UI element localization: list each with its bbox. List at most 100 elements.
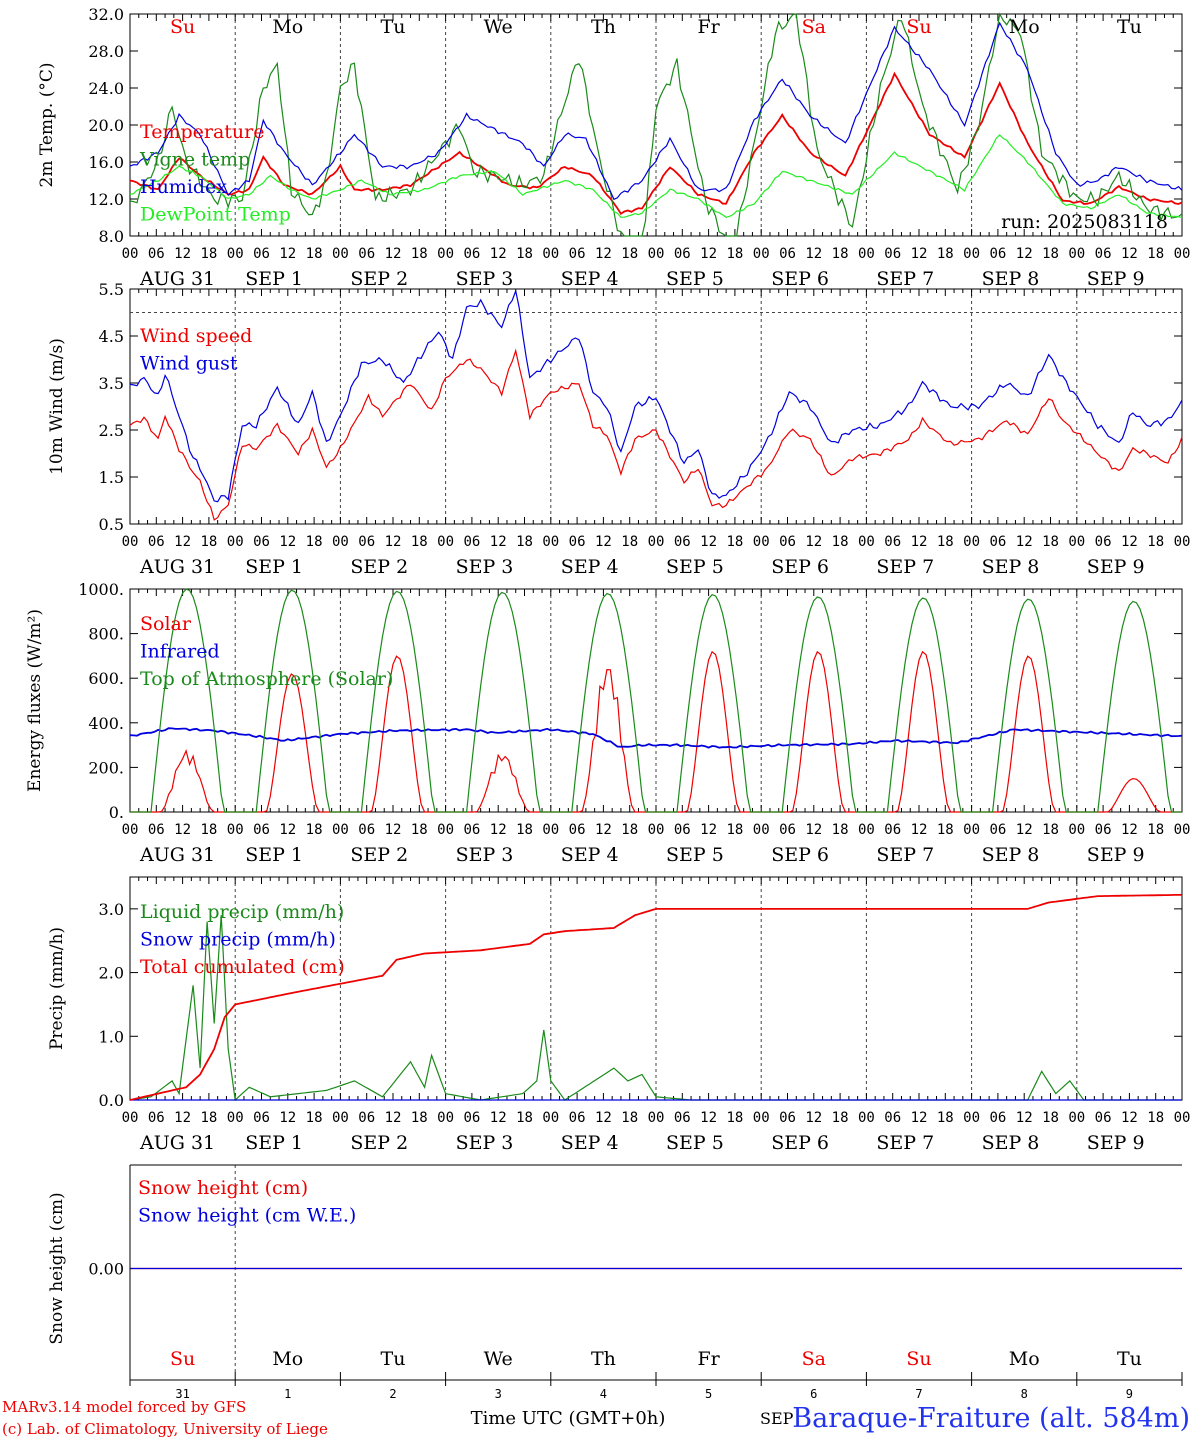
- precip-hour-label: 00: [1174, 1110, 1191, 1126]
- day-number-label: 4: [600, 1387, 607, 1401]
- x-axis-label: Time UTC (GMT+0h): [471, 1408, 666, 1429]
- temp-hour-label: 06: [358, 246, 375, 262]
- snow-weekday-label: Fr: [697, 1348, 720, 1370]
- temp-hour-label: 06: [1095, 246, 1112, 262]
- temp-hour-label: 18: [516, 246, 533, 262]
- temp-hour-label: 00: [648, 246, 665, 262]
- temp-hour-label: 18: [200, 246, 217, 262]
- energy-hour-label: 00: [332, 822, 349, 838]
- wind-hour-label: 00: [227, 534, 244, 550]
- temp-y-tick-label: 8.0: [99, 227, 124, 246]
- wind-hour-label: 12: [385, 534, 402, 550]
- panels-group: 8.012.016.020.024.028.032.02m Temp. (°C)…: [25, 5, 1190, 1401]
- snow-y-axis-label: Snow height (cm): [47, 1192, 67, 1344]
- energy-hour-label: 00: [753, 822, 770, 838]
- snow-y-tick-label: 0.00: [88, 1260, 124, 1279]
- wind-hour-label: 06: [1095, 534, 1112, 550]
- wind-hour-label: 00: [542, 534, 559, 550]
- temp-hour-label: 06: [884, 246, 901, 262]
- precip-hour-label: 00: [1068, 1110, 1085, 1126]
- energy-hour-label: 06: [779, 822, 796, 838]
- snow-weekday-label: Tu: [381, 1348, 406, 1370]
- precip-hour-label: 18: [832, 1110, 849, 1126]
- temp-y-tick-label: 28.0: [88, 42, 124, 61]
- energy-panel: 0. 200. 400. 600. 800. 1000. Energy fluxes (W/…: [25, 580, 1190, 866]
- temp-hour-label: 18: [937, 246, 954, 262]
- energy-hour-label: 06: [569, 822, 586, 838]
- wind-y-tick-label: 4.5: [99, 327, 124, 346]
- wind-hour-label: 18: [306, 534, 323, 550]
- energy-frame: [129, 588, 1183, 813]
- temp-series-humidex: [129, 21, 1183, 201]
- precip-date-label: SEP 4: [561, 1132, 619, 1154]
- precip-hour-label: 00: [437, 1110, 454, 1126]
- energy-legend-entry: Solar: [140, 613, 192, 635]
- wind-hour-label: 12: [595, 534, 612, 550]
- snow-weekday-label: Mo: [272, 1348, 303, 1370]
- precip-hour-label: 06: [569, 1110, 586, 1126]
- temp-hour-label: 06: [463, 246, 480, 262]
- wind-date-label: SEP 8: [982, 556, 1040, 578]
- energy-hour-label: 00: [542, 822, 559, 838]
- energy-hour-label: 06: [674, 822, 691, 838]
- snow-weekday-label: Mo: [1009, 1348, 1040, 1370]
- temp-hour-label: 00: [963, 246, 980, 262]
- temp-hour-label: 18: [411, 246, 428, 262]
- wind-hour-label: 06: [463, 534, 480, 550]
- weekday-label: Tu: [1117, 16, 1142, 38]
- wind-hour-label: 12: [700, 534, 717, 550]
- precip-hour-label: 06: [779, 1110, 796, 1126]
- precip-hour-label: 12: [1016, 1110, 1033, 1126]
- wind-hour-label: 00: [437, 534, 454, 550]
- energy-hour-label: 06: [463, 822, 480, 838]
- temp-hour-label: 12: [911, 246, 928, 262]
- precip-hour-label: 12: [805, 1110, 822, 1126]
- precip-hour-label: 18: [516, 1110, 533, 1126]
- energy-hour-label: 00: [1068, 822, 1085, 838]
- energy-hour-label: 12: [490, 822, 507, 838]
- energy-y-tick-label: 0.: [109, 803, 124, 822]
- precip-date-label: SEP 3: [456, 1132, 514, 1154]
- weekday-label: Tu: [381, 16, 406, 38]
- precip-hour-label: 06: [358, 1110, 375, 1126]
- wind-hour-label: 00: [122, 534, 139, 550]
- precip-hour-label: 00: [122, 1110, 139, 1126]
- energy-hour-label: 00: [963, 822, 980, 838]
- footer-group: MARv3.14 model forced by GFS (c) Lab. of…: [2, 1398, 1190, 1438]
- temp-hour-label: 06: [989, 246, 1006, 262]
- energy-hour-label: 18: [516, 822, 533, 838]
- energy-hour-label: 12: [385, 822, 402, 838]
- wind-series-wind-gust: [129, 288, 1183, 503]
- wind-hour-label: 06: [253, 534, 270, 550]
- wind-hour-label: 18: [621, 534, 638, 550]
- temp-y-tick-label: 20.0: [88, 116, 124, 135]
- energy-hour-label: 18: [832, 822, 849, 838]
- temp-y-tick-label: 12.0: [88, 190, 124, 209]
- precip-hour-label: 00: [332, 1110, 349, 1126]
- weekday-label: Su: [906, 16, 931, 38]
- wind-hour-label: 00: [753, 534, 770, 550]
- wind-hour-label: 06: [569, 534, 586, 550]
- wind-legend-entry: Wind speed: [140, 325, 252, 347]
- wind-hour-label: 06: [884, 534, 901, 550]
- wind-y-tick-label: 2.5: [99, 421, 124, 440]
- wind-hour-label: 12: [911, 534, 928, 550]
- precip-hour-label: 18: [937, 1110, 954, 1126]
- temp-legend-entry: DewPoint Temp: [140, 204, 291, 226]
- temp-hour-label: 12: [490, 246, 507, 262]
- energy-hour-label: 12: [700, 822, 717, 838]
- weekday-label: Su: [170, 16, 195, 38]
- snow-weekday-label: Tu: [1117, 1348, 1142, 1370]
- energy-hour-label: 12: [1016, 822, 1033, 838]
- precip-hour-label: 18: [1147, 1110, 1164, 1126]
- energy-hour-label: 00: [227, 822, 244, 838]
- wind-hour-label: 06: [358, 534, 375, 550]
- energy-y-axis-label: Energy fluxes (W/m²): [25, 609, 45, 792]
- precip-hour-label: 12: [490, 1110, 507, 1126]
- temp-hour-label: 00: [1068, 246, 1085, 262]
- precip-hour-label: 12: [174, 1110, 191, 1126]
- energy-date-label: SEP 5: [666, 844, 724, 866]
- energy-date-label: SEP 3: [456, 844, 514, 866]
- wind-hour-label: 18: [1147, 534, 1164, 550]
- temp-series-dewpoint-temp: [129, 134, 1183, 219]
